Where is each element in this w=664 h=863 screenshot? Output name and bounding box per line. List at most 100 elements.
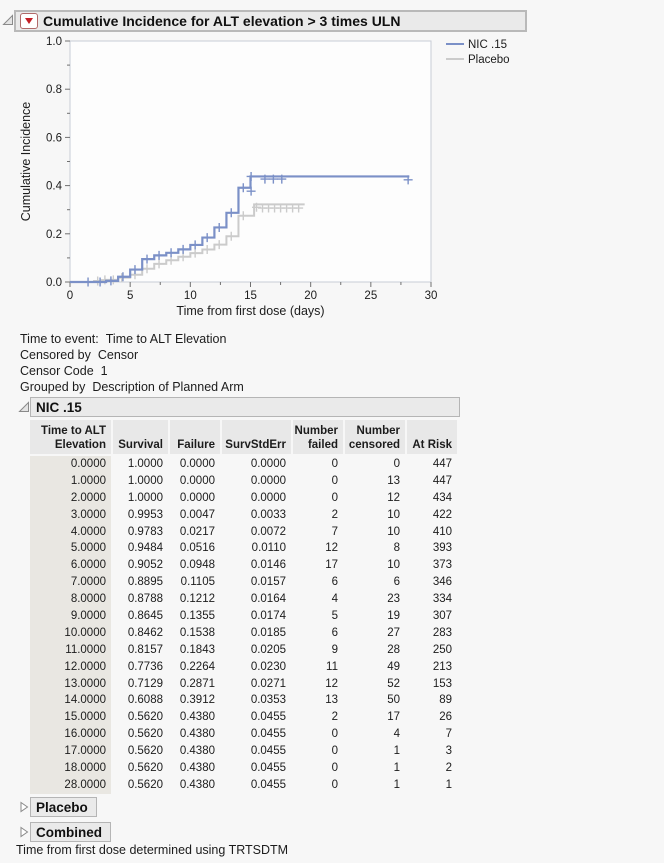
table-cell: 17 bbox=[387, 711, 400, 724]
table-row[interactable]: 17.0000 0.5620 0.4380 0.0455 0 1 3 bbox=[30, 743, 458, 761]
table-cell: 0.0455 bbox=[250, 728, 286, 741]
table-row[interactable]: 13.0000 0.7129 0.2871 0.0271 12 52 153 bbox=[30, 675, 458, 693]
x-tick-label: 0 bbox=[67, 290, 73, 302]
table-cell: 307 bbox=[432, 610, 452, 623]
table-cell: 89 bbox=[439, 694, 452, 707]
censor-mark bbox=[246, 171, 256, 181]
censor-mark bbox=[166, 248, 176, 258]
red-triangle-menu-icon[interactable] bbox=[20, 13, 38, 29]
table-cell: 0.0455 bbox=[250, 778, 286, 791]
censor-mark bbox=[106, 276, 116, 286]
table-cell: 0.4380 bbox=[179, 711, 215, 724]
table-cell: 153 bbox=[432, 677, 452, 690]
y-tick-label: 0.8 bbox=[46, 84, 62, 96]
censor-mark bbox=[83, 277, 93, 287]
table-cell: 18.0000 bbox=[30, 760, 111, 777]
table-row[interactable]: 11.0000 0.8157 0.1843 0.0205 9 28 250 bbox=[30, 641, 458, 659]
cumulative-incidence-plot[interactable]: 0.0 0.2 0.4 0.6 0.8 1.0 0 5 10 15 20 25 30 Time from … bbox=[0, 33, 664, 330]
section-header-placebo[interactable]: Placebo bbox=[30, 797, 97, 817]
table-row[interactable]: 12.0000 0.7736 0.2264 0.0230 11 49 213 bbox=[30, 658, 458, 676]
censor-mark bbox=[142, 264, 152, 274]
table-cell: 0.1212 bbox=[179, 593, 215, 606]
table-cell: 16.0000 bbox=[30, 726, 111, 744]
table-row[interactable]: 1.0000 1.0000 0.0000 0.0000 0 13 447 bbox=[30, 472, 458, 490]
table-row[interactable]: 9.0000 0.8645 0.1355 0.0174 5 19 307 bbox=[30, 608, 458, 625]
table-cell: 6 bbox=[393, 576, 400, 589]
x-tick-label: 15 bbox=[244, 290, 257, 302]
table-row[interactable]: 2.0000 1.0000 0.0000 0.0000 0 12 434 bbox=[30, 489, 458, 507]
table-row[interactable]: 10.0000 0.8462 0.1538 0.0185 6 27 283 bbox=[30, 624, 458, 642]
table-row[interactable]: 7.0000 0.8895 0.1105 0.0157 6 6 346 bbox=[30, 574, 458, 592]
table-cell: 19 bbox=[387, 610, 400, 623]
table-cell: 393 bbox=[432, 542, 452, 555]
table-row[interactable]: 0.0000 1.0000 0.0000 0.0000 0 0 447 bbox=[30, 456, 458, 473]
table-row[interactable]: 16.0000 0.5620 0.4380 0.0455 0 4 7 bbox=[30, 726, 458, 744]
table-row[interactable]: 3.0000 0.9953 0.0047 0.0033 2 10 422 bbox=[30, 506, 458, 524]
table-cell: 0.0353 bbox=[250, 694, 286, 707]
censor-mark bbox=[202, 244, 212, 254]
y-tick-label: 0.2 bbox=[46, 229, 62, 241]
disclosure-closed-icon[interactable] bbox=[18, 826, 30, 838]
table-cell: 0.0000 bbox=[179, 491, 215, 504]
disclosure-open-icon[interactable] bbox=[18, 401, 30, 413]
censor-mark bbox=[403, 175, 413, 185]
table-cell: 0 bbox=[331, 728, 338, 741]
table-cell: 0.8788 bbox=[127, 593, 163, 606]
censor-mark bbox=[178, 244, 188, 254]
info-line: Grouped by Description of Planned Arm bbox=[20, 380, 244, 394]
table-cell: 10.0000 bbox=[30, 624, 111, 642]
table-cell: 410 bbox=[432, 525, 452, 538]
table-row[interactable]: 6.0000 0.9052 0.0948 0.0146 17 10 373 bbox=[30, 557, 458, 575]
table-cell: 0.9484 bbox=[127, 542, 163, 555]
y-tick-label: 0.0 bbox=[46, 277, 62, 289]
censor-mark bbox=[252, 202, 262, 212]
y-tick-label: 1.0 bbox=[46, 36, 62, 48]
table-cell: 52 bbox=[387, 677, 400, 690]
table-cell: 0.0217 bbox=[179, 525, 215, 538]
table-cell: 6 bbox=[331, 576, 338, 589]
table-cell: 1.0000 bbox=[127, 491, 163, 504]
section-header-nic15[interactable]: NIC .15 bbox=[30, 397, 460, 417]
table-row[interactable]: 28.0000 0.5620 0.4380 0.0455 0 1 1 bbox=[30, 776, 458, 794]
censor-mark bbox=[268, 174, 278, 184]
table-cell: 0.0072 bbox=[250, 525, 286, 538]
table-cell: 0.9953 bbox=[127, 508, 163, 521]
table-cell: 0.7736 bbox=[127, 660, 163, 673]
section-title: NIC .15 bbox=[36, 399, 82, 415]
disclosure-open-icon[interactable] bbox=[2, 14, 14, 26]
table-cell: 0.9052 bbox=[127, 559, 163, 572]
censor-mark bbox=[277, 174, 287, 184]
table-cell: 8 bbox=[393, 542, 400, 555]
column-header: Failure bbox=[170, 420, 220, 454]
table-cell: 0.0146 bbox=[250, 559, 286, 572]
table-cell: 373 bbox=[432, 559, 452, 572]
x-tick-label: 25 bbox=[364, 290, 377, 302]
table-row[interactable]: 4.0000 0.9783 0.0217 0.0072 7 10 410 bbox=[30, 523, 458, 541]
report-title-bar[interactable]: Cumulative Incidence for ALT elevation >… bbox=[14, 10, 527, 32]
disclosure-closed-icon[interactable] bbox=[18, 801, 30, 813]
table-cell: 0.0000 bbox=[250, 458, 286, 470]
table-cell: 0.4380 bbox=[179, 728, 215, 741]
table-row[interactable]: 15.0000 0.5620 0.4380 0.0455 2 17 26 bbox=[30, 709, 458, 727]
table-cell: 1.0000 bbox=[127, 458, 163, 470]
table-row[interactable]: 18.0000 0.5620 0.4380 0.0455 0 1 2 bbox=[30, 760, 458, 777]
table-cell: 8.0000 bbox=[30, 591, 111, 609]
table-cell: 28.0000 bbox=[30, 776, 111, 794]
table-cell: 7.0000 bbox=[30, 574, 111, 592]
section-header-combined[interactable]: Combined bbox=[30, 822, 111, 842]
table-cell: 0.0164 bbox=[250, 593, 286, 606]
table-row[interactable]: 5.0000 0.9484 0.0516 0.0110 12 8 393 bbox=[30, 540, 458, 558]
column-header: Time to ALT Elevation bbox=[30, 420, 111, 454]
table-row[interactable]: 8.0000 0.8788 0.1212 0.0164 4 23 334 bbox=[30, 591, 458, 609]
censor-mark bbox=[246, 186, 256, 196]
x-tick-label: 30 bbox=[425, 290, 438, 302]
table-cell: 0.0455 bbox=[250, 745, 286, 758]
section-title: Placebo bbox=[36, 799, 88, 815]
table-cell: 0.8462 bbox=[127, 626, 163, 639]
table-cell: 49 bbox=[387, 660, 400, 673]
table-cell: 0.0000 bbox=[250, 491, 286, 504]
table-cell: 0 bbox=[331, 745, 338, 758]
table-row[interactable]: 14.0000 0.6088 0.3912 0.0353 13 50 89 bbox=[30, 692, 458, 710]
info-line: Censored by Censor bbox=[20, 348, 139, 362]
